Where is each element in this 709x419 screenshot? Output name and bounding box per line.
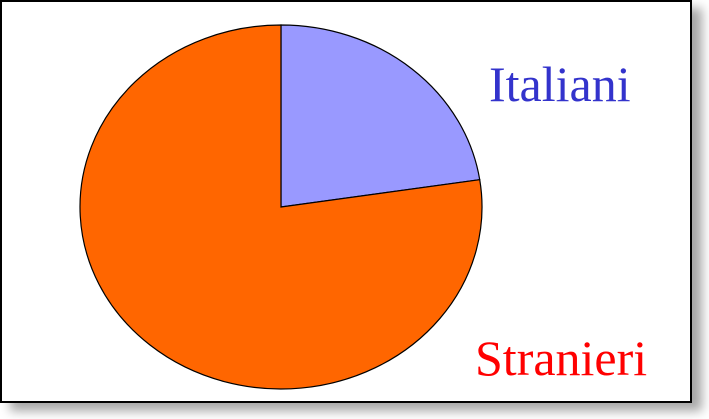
- pie-chart: Italiani Stranieri: [79, 24, 647, 390]
- pie-slices: [79, 24, 483, 390]
- chart-frame: Italiani Stranieri: [0, 0, 692, 403]
- slice-label-italiani: Italiani: [489, 56, 631, 112]
- pie-slice-stranieri: [79, 24, 483, 390]
- slice-label-stranieri: Stranieri: [475, 330, 647, 386]
- pie-slice-italiani: [280, 24, 481, 208]
